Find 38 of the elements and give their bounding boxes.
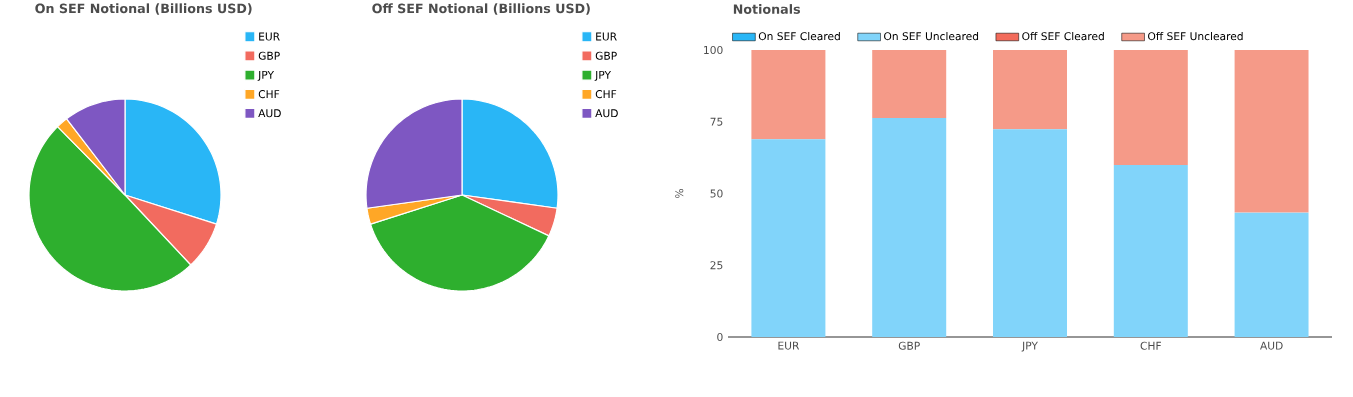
bar [751, 50, 826, 140]
legend-label: AUD [258, 109, 281, 118]
y-axis-title: % [675, 189, 684, 198]
y-tick-label: 50 [710, 189, 723, 198]
bar [872, 118, 947, 337]
legend-label: JPY [257, 70, 275, 81]
legend-label: EUR [259, 32, 280, 41]
legend-label: Off SEF Uncleared [1148, 31, 1243, 41]
y-tick-label: 75 [710, 117, 723, 126]
chart-title: Notionals [733, 4, 800, 14]
bar [1234, 50, 1309, 213]
legend-label: EUR [596, 32, 617, 41]
legend-label: Off SEF Cleared [1022, 31, 1104, 41]
legend-label: GBP [258, 51, 280, 60]
legend-label: CHF [258, 90, 280, 99]
y-tick-label: 25 [710, 261, 723, 270]
legend-label: CHF [595, 90, 617, 99]
x-tick-label: GBP [898, 341, 920, 350]
bar [1113, 165, 1188, 337]
chart-title: Off SEF Notional (Billions USD) [372, 3, 590, 15]
bar [872, 50, 947, 119]
y-tick-label: 0 [717, 332, 723, 342]
y-tick-label: 100 [704, 45, 723, 55]
legend-label: JPY [594, 70, 612, 81]
bar [751, 139, 826, 337]
x-tick-label: CHF [1140, 341, 1161, 350]
legend-label: GBP [595, 51, 617, 60]
bar [1234, 212, 1309, 337]
legend-label: On SEF Uncleared [884, 31, 979, 41]
legend-label: AUD [595, 109, 618, 118]
x-tick-label: AUD [1260, 341, 1283, 350]
x-tick-label: EUR [778, 341, 800, 350]
chart-title: On SEF Notional (Billions USD) [35, 3, 252, 15]
bar [993, 129, 1067, 337]
x-tick-label: JPY [1021, 341, 1038, 352]
bar [1113, 50, 1188, 166]
bar [993, 50, 1067, 130]
legend-label: On SEF Cleared [758, 31, 840, 41]
